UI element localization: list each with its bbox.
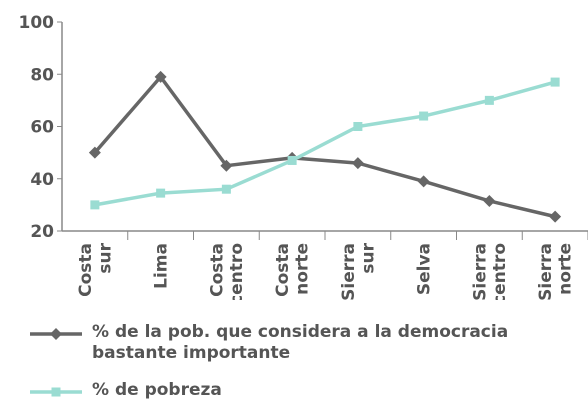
diamond-marker: [154, 70, 167, 83]
plot: 20 40 60 80 100 Costasur Lima Costacentro Costan…: [19, 13, 588, 305]
square-marker: [550, 77, 560, 87]
diamond-marker: [351, 157, 364, 170]
y-tick-label: 20: [30, 222, 54, 242]
y-tick-label: 60: [30, 118, 54, 138]
square-marker: [221, 184, 231, 194]
x-tick-label: Sierrasur: [339, 242, 379, 300]
diamond-marker: [483, 194, 496, 207]
legend-label: % de la pob. que considera a la democrac…: [92, 322, 509, 363]
series-line: [94, 80, 556, 207]
x-tick-label: Costacentro: [207, 243, 247, 300]
legend-marker: [50, 328, 62, 340]
x-tick-label: Sierracentro: [470, 243, 510, 300]
legend-swatch: [30, 387, 82, 397]
y-tick-label: 80: [30, 65, 54, 85]
legend-marker: [51, 387, 61, 397]
legend-swatch: [30, 328, 82, 340]
diamond-marker: [88, 146, 101, 159]
legend-item: % de pobreza: [30, 380, 570, 401]
series-line: [93, 74, 556, 219]
square-marker: [90, 200, 100, 210]
square-marker: [484, 95, 494, 105]
square-marker: [287, 155, 297, 165]
diamond-marker: [549, 210, 562, 223]
x-tick-label: Costasur: [76, 242, 116, 296]
square-marker: [353, 122, 363, 131]
legend-label: % de pobreza: [92, 380, 222, 400]
square-marker: [419, 111, 429, 121]
legend-item: % de la pob. que considera a la democrac…: [30, 322, 570, 364]
x-tick-label: Selva: [415, 243, 435, 295]
x-tick-label: Lima: [152, 243, 172, 289]
diamond-marker: [417, 175, 430, 188]
x-tick-label: Sierranorte: [536, 243, 576, 300]
square-marker: [156, 188, 166, 198]
y-tick-label: 40: [30, 170, 54, 190]
x-tick-label: Costanorte: [273, 243, 313, 297]
y-tick-label: 100: [19, 13, 55, 33]
diamond-marker: [220, 159, 233, 172]
